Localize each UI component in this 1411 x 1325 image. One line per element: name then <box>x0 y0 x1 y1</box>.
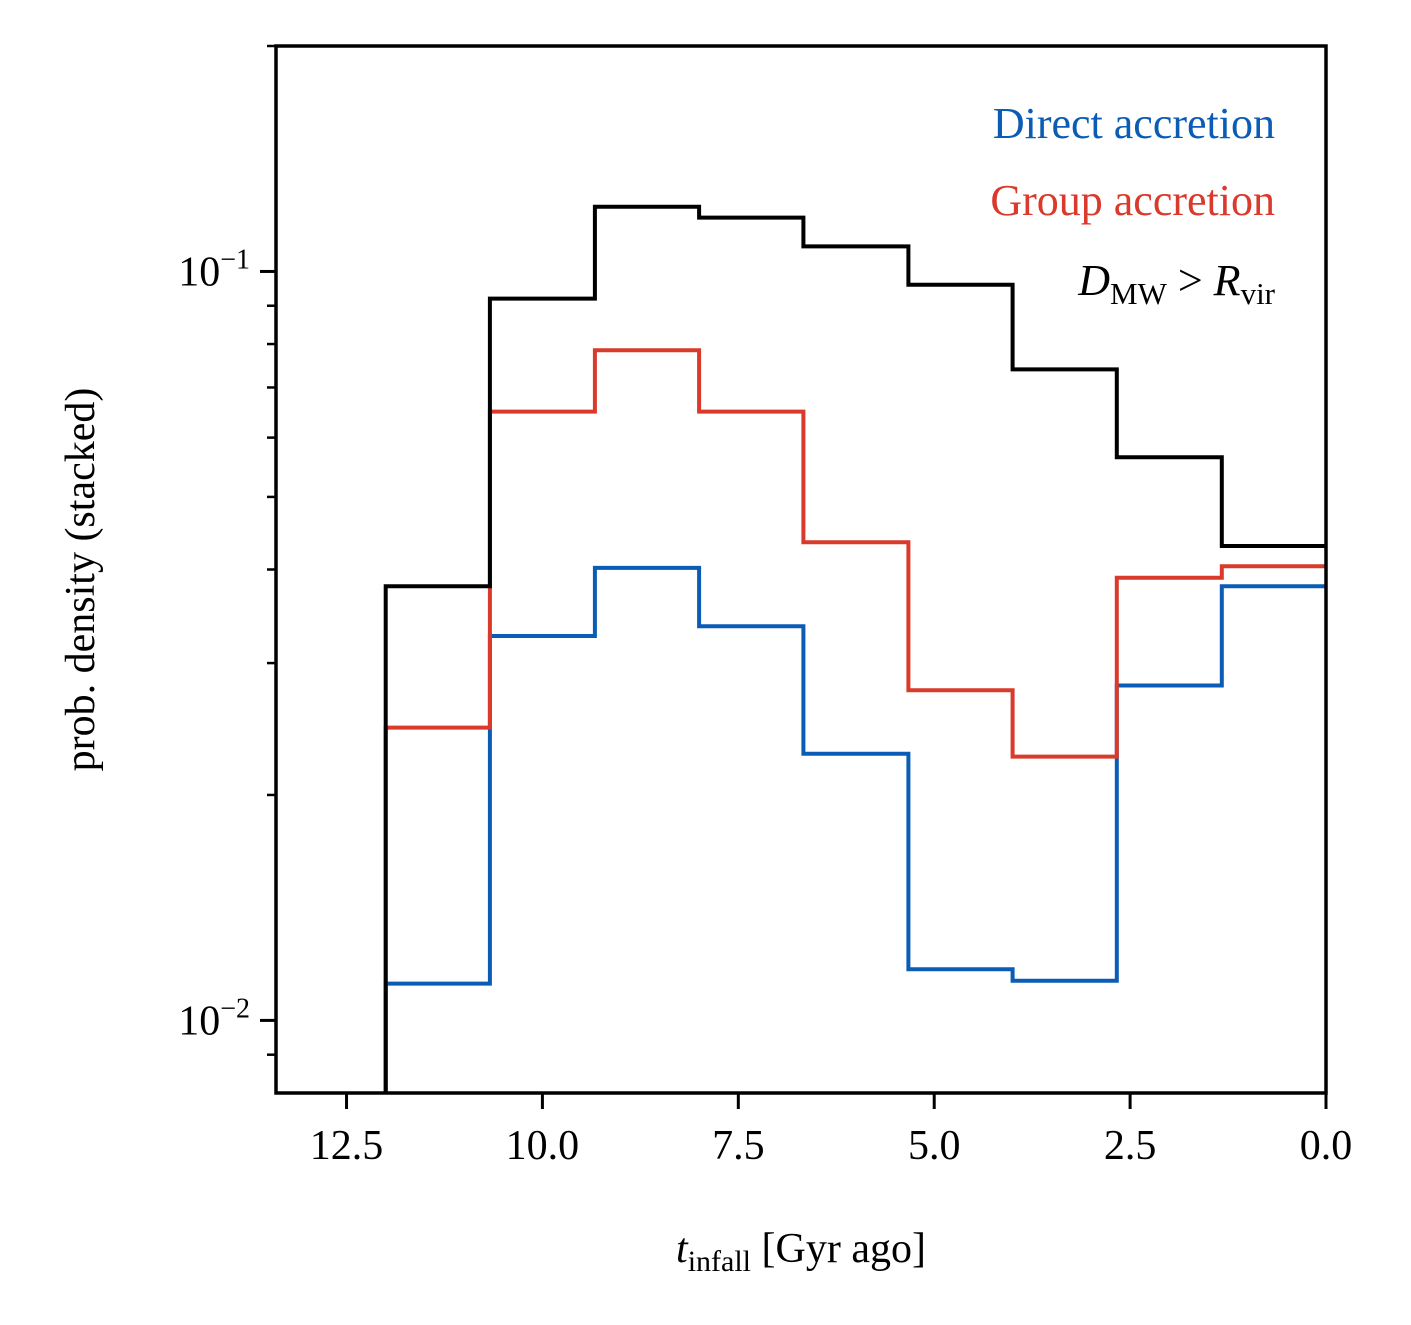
series-d-mw-r-vir-line <box>383 204 1326 1093</box>
series-group-accretion-line <box>383 348 1326 1093</box>
x-tick-label: 7.5 <box>712 1123 765 1169</box>
x-tick-label: 5.0 <box>908 1123 961 1169</box>
x-tick-label: 12.5 <box>310 1123 384 1169</box>
x-axis-label-rest: [Gyr ago] <box>751 1226 926 1272</box>
x-tick-label: 10.0 <box>506 1123 580 1169</box>
legend: Direct accretion Group accretion DMW > Rvi… <box>990 99 1275 311</box>
y-axis: 10−2 10−1 <box>178 44 276 1056</box>
y-axis-label: prob. density (stacked) <box>58 388 104 772</box>
x-axis-label-main: t <box>676 1226 689 1272</box>
legend-entry: Direct accretion <box>993 99 1275 148</box>
y-tick-label: 10−2 <box>178 993 250 1044</box>
y-tick-label: 10−1 <box>178 244 250 295</box>
x-axis-label-sub: infall <box>688 1245 751 1278</box>
legend-entry: DMW > Rvir <box>1077 256 1275 311</box>
x-tick-label: 2.5 <box>1104 1123 1157 1169</box>
series-layer <box>383 204 1326 1093</box>
x-axis-label: tinfall [Gyr ago] <box>676 1226 926 1278</box>
series-direct-accretion-line <box>383 565 1326 1093</box>
legend-entry: Group accretion <box>990 176 1275 225</box>
x-tick-label: 0.0 <box>1300 1123 1353 1169</box>
x-axis: 12.5 10.0 7.5 5.0 2.5 0.0 <box>310 1093 1352 1169</box>
